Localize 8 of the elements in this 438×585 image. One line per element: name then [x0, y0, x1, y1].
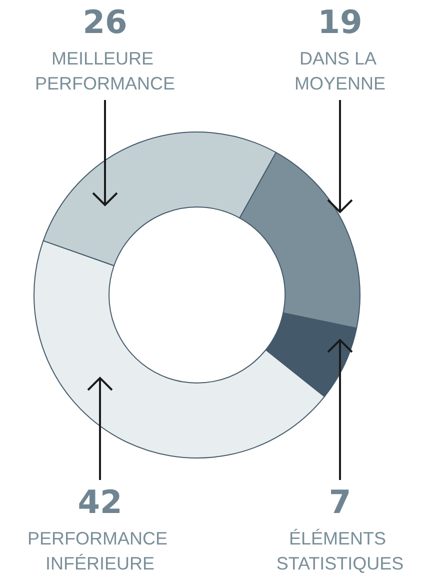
- slice-label: PERFORMANCE INFÉRIEURE: [27, 528, 173, 574]
- slice-label: ÉLÉMENTS STATISTIQUES: [276, 528, 404, 574]
- slice-label: MEILLEURE PERFORMANCE: [34, 48, 176, 94]
- data-label: 7: [328, 483, 352, 521]
- slice-label: DANS LA MOYENNE: [294, 48, 386, 94]
- data-label: 26: [82, 3, 128, 41]
- data-label: 42: [78, 483, 122, 521]
- data-label: 19: [318, 3, 362, 41]
